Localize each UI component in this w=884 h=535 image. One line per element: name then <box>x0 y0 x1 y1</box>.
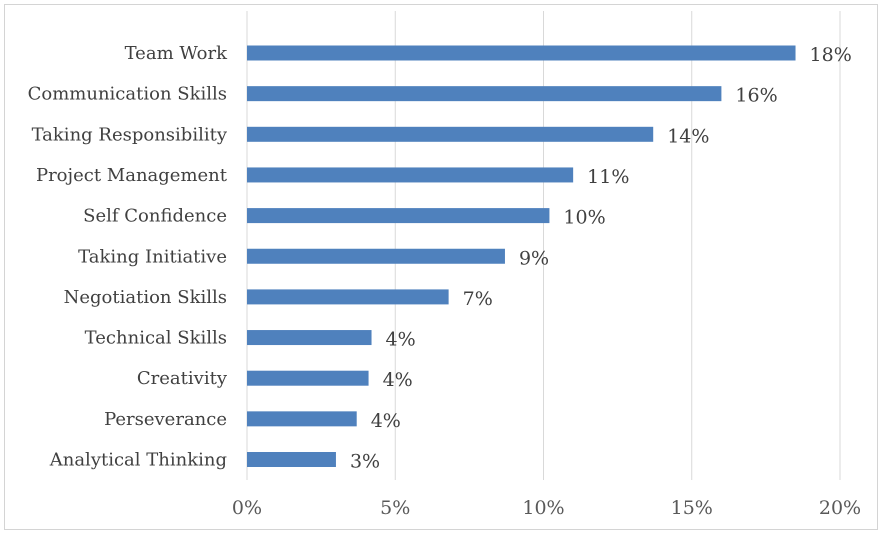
data-label: 14% <box>667 125 709 147</box>
data-label: 18% <box>810 44 852 66</box>
category-label: Taking Responsibility <box>32 124 228 145</box>
bar <box>247 86 722 102</box>
data-label: 4% <box>386 329 416 351</box>
data-labels: 18% 16% 14% 11% 10% 9% 7% 4% 4% 4% 3% <box>350 44 852 473</box>
bar <box>247 208 550 224</box>
bar <box>247 248 505 264</box>
x-tick-label: 20% <box>819 497 861 519</box>
category-label: Negotiation Skills <box>64 287 227 308</box>
x-tick-label: 0% <box>232 497 262 519</box>
gridlines <box>246 11 841 480</box>
category-label: Team Work <box>125 43 229 64</box>
bar <box>247 330 372 346</box>
category-label: Technical Skills <box>85 328 227 349</box>
category-label: Creativity <box>137 368 228 389</box>
x-tick-label: 5% <box>380 497 410 519</box>
bars <box>247 45 796 467</box>
data-label: 9% <box>519 247 549 269</box>
data-label: 4% <box>383 369 413 391</box>
data-label: 3% <box>350 451 380 473</box>
bar <box>247 370 369 386</box>
data-label: 7% <box>463 288 493 310</box>
category-label: Perseverance <box>104 409 227 430</box>
bar <box>247 126 654 142</box>
x-tick-label: 15% <box>671 497 713 519</box>
category-label: Communication Skills <box>28 84 227 105</box>
category-label: Project Management <box>36 165 228 186</box>
bar <box>247 167 574 183</box>
category-labels: Team Work Communication Skills Taking Resp… <box>28 43 228 471</box>
data-label: 10% <box>563 207 605 229</box>
category-label: Analytical Thinking <box>49 450 227 471</box>
category-label: Taking Initiative <box>78 246 227 267</box>
data-label: 11% <box>587 166 629 188</box>
bar <box>247 45 796 61</box>
x-axis-tick-labels: 0% 5% 10% 15% 20% <box>232 497 861 519</box>
bar <box>247 411 357 427</box>
data-label: 4% <box>371 410 401 432</box>
bar <box>247 289 449 305</box>
data-label: 16% <box>735 85 777 107</box>
x-tick-label: 10% <box>522 497 564 519</box>
bar <box>247 452 336 467</box>
category-label: Self Confidence <box>83 206 227 227</box>
